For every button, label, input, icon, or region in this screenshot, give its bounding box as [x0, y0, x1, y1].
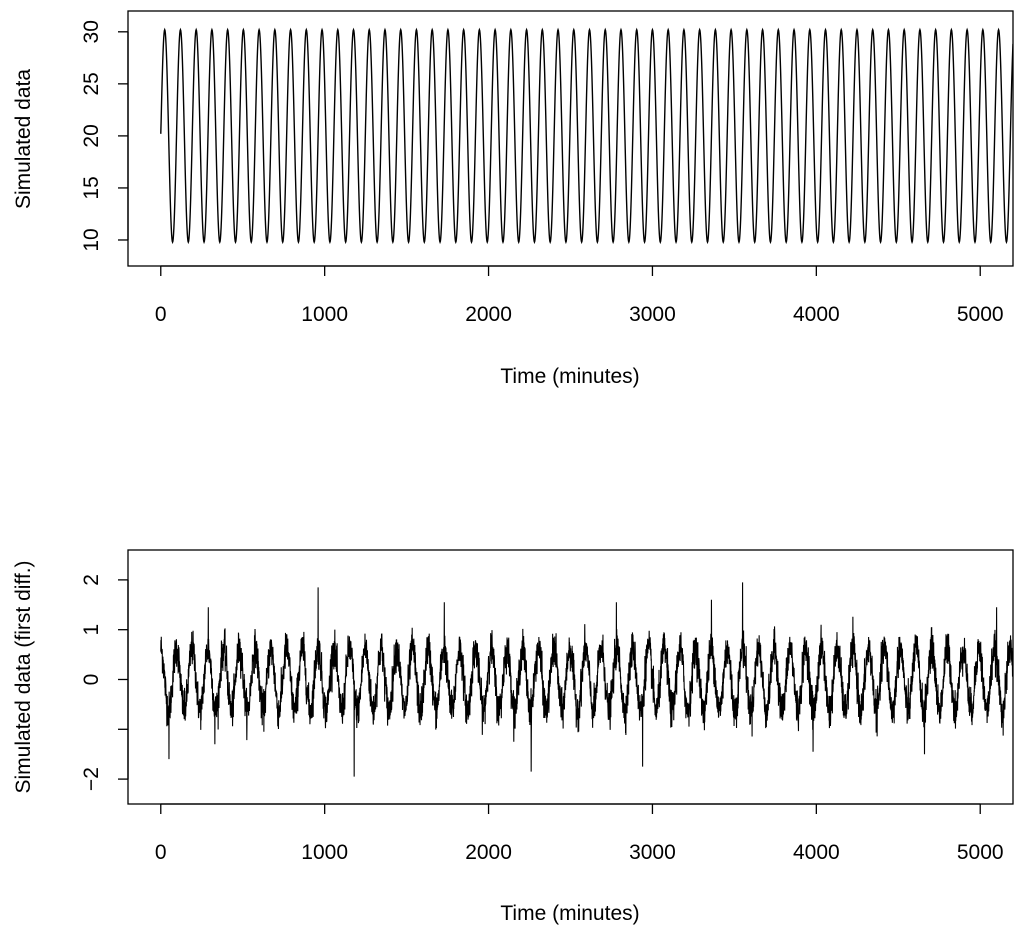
y-tick-label: 10	[80, 228, 103, 251]
y-tick-label: 20	[80, 124, 103, 147]
y-axis-label: Simulated data	[12, 69, 35, 209]
x-tick-label: 3000	[629, 841, 676, 864]
x-tick-label: 5000	[957, 841, 1004, 864]
x-tick-label: 1000	[301, 303, 348, 326]
bottom-panel: Simulated data (first diff.) Time (minut…	[12, 550, 1013, 925]
series-layer	[161, 582, 1013, 776]
x-tick-label: 2000	[465, 303, 512, 326]
series-layer	[161, 30, 1013, 242]
top-panel: Simulated data Time (minutes) 0 1000 2000 3…	[12, 11, 1013, 388]
x-tick-label: 2000	[465, 841, 512, 864]
x-axis-label: Time (minutes)	[500, 365, 639, 388]
y-tick-label: 1	[80, 624, 103, 636]
x-tick-label: 5000	[957, 303, 1004, 326]
x-tick-label: 4000	[793, 841, 840, 864]
x-tick-label: 0	[155, 303, 167, 326]
x-tick-label: 4000	[793, 303, 840, 326]
y-tick-label: 25	[80, 72, 103, 95]
series-line	[161, 30, 1013, 242]
x-tick-label: 1000	[301, 841, 348, 864]
y-tick-label: 0	[80, 674, 103, 686]
y-axis-label: Simulated data (first diff.)	[12, 560, 35, 793]
x-axis-label: Time (minutes)	[500, 902, 639, 925]
series-line	[161, 582, 1013, 776]
x-tick-label: 0	[155, 841, 167, 864]
y-tick-label: 2	[80, 574, 103, 586]
y-tick-label: 30	[80, 20, 103, 43]
y-tick-label: 15	[80, 176, 103, 199]
axis-ticks: 0 1000 2000 3000 4000 5000 10 15 20 25 30	[80, 20, 1004, 326]
y-tick-label: −2	[80, 767, 103, 791]
x-tick-label: 3000	[629, 303, 676, 326]
